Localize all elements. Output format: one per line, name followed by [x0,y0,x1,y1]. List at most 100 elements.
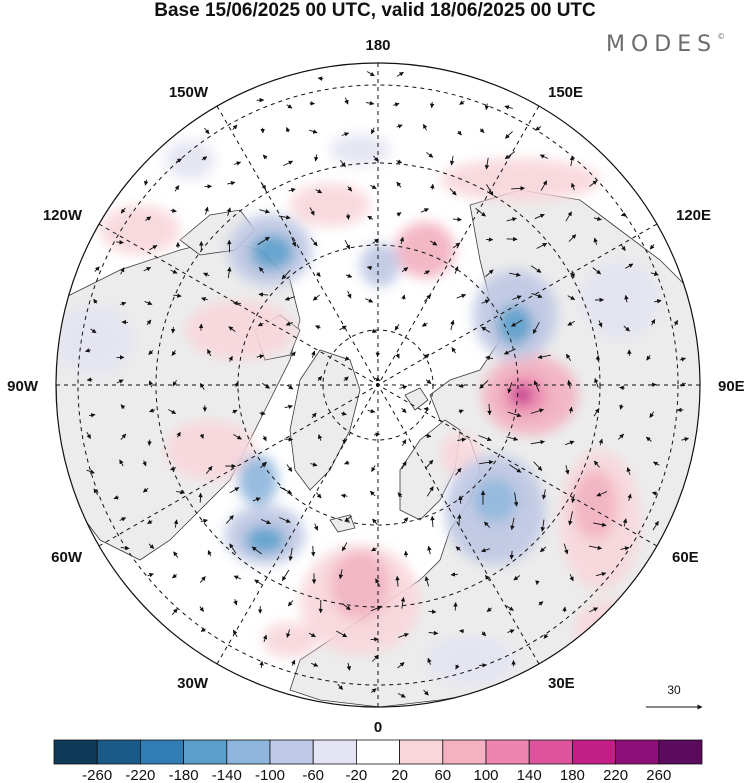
wind-arrow [449,188,457,196]
colorbar-swatch [528,739,573,765]
wind-arrow [458,383,465,388]
wind-arrow [170,269,178,274]
wind-arrow [507,382,513,394]
wind-arrow [347,186,353,192]
colorbar-tick-label: 180 [560,767,585,783]
wind-arrow [571,182,576,191]
wind-arrow [420,208,429,213]
wind-arrow [568,234,577,243]
wind-arrow [201,156,208,161]
wind-arrow [342,438,347,445]
wind-arrow [567,295,576,301]
wind-arrow [284,296,295,301]
anomaly-neg-pacific [165,140,215,180]
wind-arrow [371,546,377,552]
wind-arrow [428,609,437,614]
wind-arrow [565,211,572,222]
wind-arrow [403,517,409,523]
wind-arrow [86,377,93,382]
wind-arrow [281,569,290,581]
wind-arrow [93,488,99,496]
colorbar-swatch [226,739,271,765]
wind-arrow [203,272,210,277]
wind-vectors [85,71,690,698]
wind-arrow [120,545,130,551]
wind-arrow [207,549,212,557]
wind-arrow [228,326,236,332]
wind-arrow [343,376,349,382]
wind-arrow [286,384,294,390]
wind-arrow [458,495,463,504]
wind-arrow [259,209,270,214]
wind-arrow [486,607,492,613]
wind-arrow [367,215,374,221]
wind-arrow [593,216,602,221]
wind-arrow [345,213,351,220]
wind-arrow [395,353,400,359]
wind-arrow [366,71,375,77]
colorbar-tick-label: -260 [82,767,112,783]
wind-arrow [425,433,432,439]
wind-arrow [426,151,434,158]
wind-arrow [505,605,514,611]
lon-label-60e: 60E [672,549,699,566]
wind-arrow [86,431,91,439]
wind-arrow [259,411,266,416]
wind-arrow [536,242,548,249]
wind-arrow [483,521,491,528]
wind-arrow [200,518,208,524]
wind-arrow [143,266,152,272]
lon-label-90e: 90E [718,378,745,395]
wind-arrow [171,608,178,615]
wind-arrow [485,355,494,361]
wind-arrow [233,434,242,440]
wind-arrow [85,348,91,353]
wind-arrow [375,578,381,587]
wind-arrow [539,154,548,159]
wind-arrow [344,460,350,465]
wind-arrow [254,579,263,585]
wind-arrow [393,102,400,107]
wind-arrow [396,212,402,217]
colorbar-swatch [139,739,184,765]
wind-arrow [119,459,124,467]
wind-arrow [284,404,293,409]
wind-arrow [308,632,316,638]
reference-vector-label: 30 [667,683,681,697]
wind-arrow [199,383,205,390]
wind-arrow [571,494,576,504]
wind-arrow [262,154,268,160]
wind-arrow [227,180,236,186]
wind-arrow [113,495,119,500]
wind-arrow [565,465,570,475]
wind-arrow [198,492,203,503]
anomaly-neg-east-pac [360,243,400,287]
wind-arrow [173,519,179,528]
wind-arrow [142,487,149,493]
wind-arrow [233,629,238,638]
wind-arrow [233,161,242,166]
wind-arrow [484,157,490,170]
wind-arrow [310,237,318,247]
meridian-150 [216,105,540,665]
wind-arrow [281,269,291,280]
wind-arrow [486,184,494,196]
wind-arrow [396,124,403,129]
colorbar-tick-label: -100 [255,767,285,783]
wind-arrow [596,491,608,497]
wind-arrow [512,295,522,300]
wind-arrow [565,353,572,362]
wind-arrow [121,319,128,325]
wind-arrow [540,519,546,532]
wind-arrow [487,403,492,416]
wind-arrow [372,518,378,525]
wind-arrow [251,546,262,555]
wind-arrow [147,519,153,524]
wind-arrow [120,207,126,214]
wind-arrow [619,404,624,410]
wind-arrow [510,517,515,531]
anomaly-neg-greenland [238,455,278,505]
wind-arrow [340,411,347,416]
wind-arrow [261,382,271,389]
wind-arrow [291,237,297,247]
